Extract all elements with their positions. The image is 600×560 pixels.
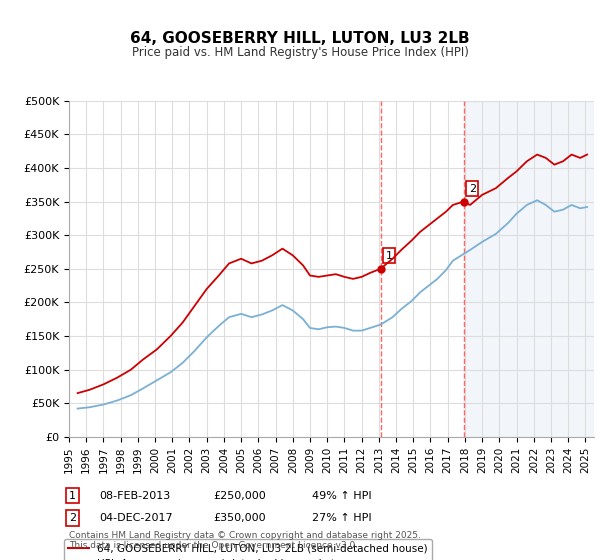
Text: 08-FEB-2013: 08-FEB-2013 <box>99 491 170 501</box>
Text: Price paid vs. HM Land Registry's House Price Index (HPI): Price paid vs. HM Land Registry's House … <box>131 46 469 59</box>
Text: 1: 1 <box>386 251 393 261</box>
Text: 49% ↑ HPI: 49% ↑ HPI <box>312 491 371 501</box>
Text: 64, GOOSEBERRY HILL, LUTON, LU3 2LB: 64, GOOSEBERRY HILL, LUTON, LU3 2LB <box>130 31 470 46</box>
Text: £250,000: £250,000 <box>213 491 266 501</box>
Text: 2: 2 <box>69 513 76 523</box>
Text: 27% ↑ HPI: 27% ↑ HPI <box>312 513 371 523</box>
Text: 04-DEC-2017: 04-DEC-2017 <box>99 513 173 523</box>
Text: 1: 1 <box>69 491 76 501</box>
Bar <box>464 101 594 437</box>
Text: Contains HM Land Registry data © Crown copyright and database right 2025.
This d: Contains HM Land Registry data © Crown c… <box>69 530 421 550</box>
Legend: 64, GOOSEBERRY HILL, LUTON, LU3 2LB (semi-detached house), HPI: Average price, s: 64, GOOSEBERRY HILL, LUTON, LU3 2LB (sem… <box>64 539 432 560</box>
Text: 2: 2 <box>469 184 476 194</box>
Text: £350,000: £350,000 <box>213 513 266 523</box>
